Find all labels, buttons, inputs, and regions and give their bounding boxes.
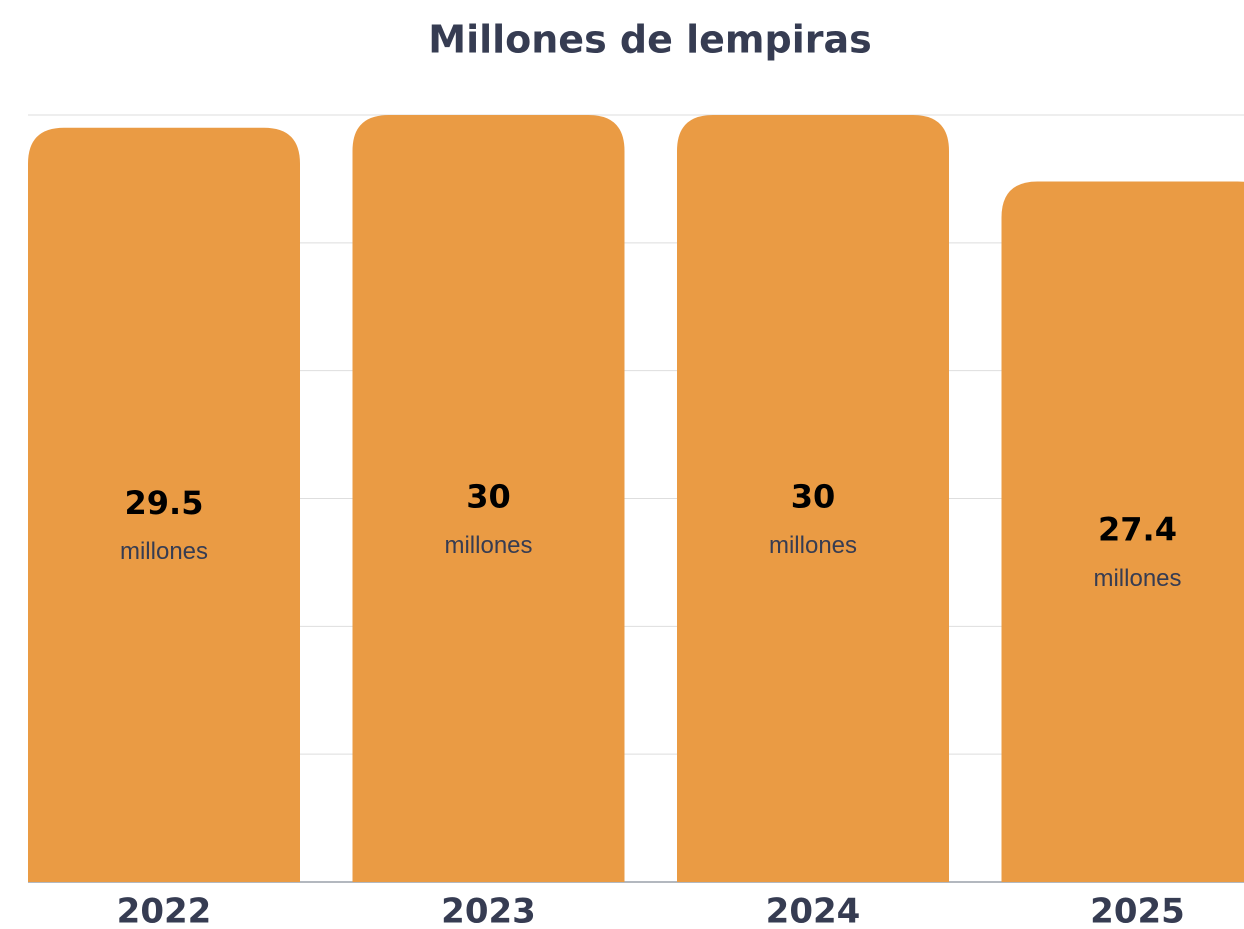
value-label: 30 — [791, 478, 836, 516]
unit-label: millones — [1093, 565, 1181, 592]
value-label: 29.5 — [125, 484, 204, 522]
unit-label: millones — [120, 538, 208, 565]
unit-label: millones — [769, 532, 857, 559]
x-tick-label: 2025 — [1090, 892, 1185, 929]
value-label: 30 — [466, 478, 511, 516]
value-label: 27.4 — [1098, 511, 1177, 549]
bar — [1001, 181, 1244, 882]
x-tick-label: 2023 — [441, 892, 536, 929]
x-tick-label: 2024 — [766, 892, 861, 929]
x-tick-label: 2022 — [117, 892, 212, 929]
bar — [28, 127, 300, 883]
bar — [677, 115, 949, 882]
bar — [352, 115, 625, 882]
chart-title: Millones de lempiras — [428, 18, 872, 62]
unit-label: millones — [444, 532, 532, 559]
